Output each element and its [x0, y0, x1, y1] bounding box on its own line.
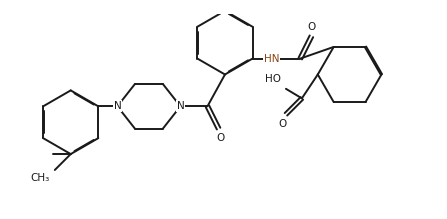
Text: N: N [114, 101, 121, 111]
Text: CH₃: CH₃ [31, 173, 50, 183]
Text: N: N [177, 101, 184, 111]
Text: HN: HN [264, 54, 279, 64]
Text: O: O [216, 133, 224, 143]
Text: HO: HO [265, 74, 281, 84]
Text: O: O [278, 119, 287, 129]
Text: O: O [307, 21, 316, 32]
